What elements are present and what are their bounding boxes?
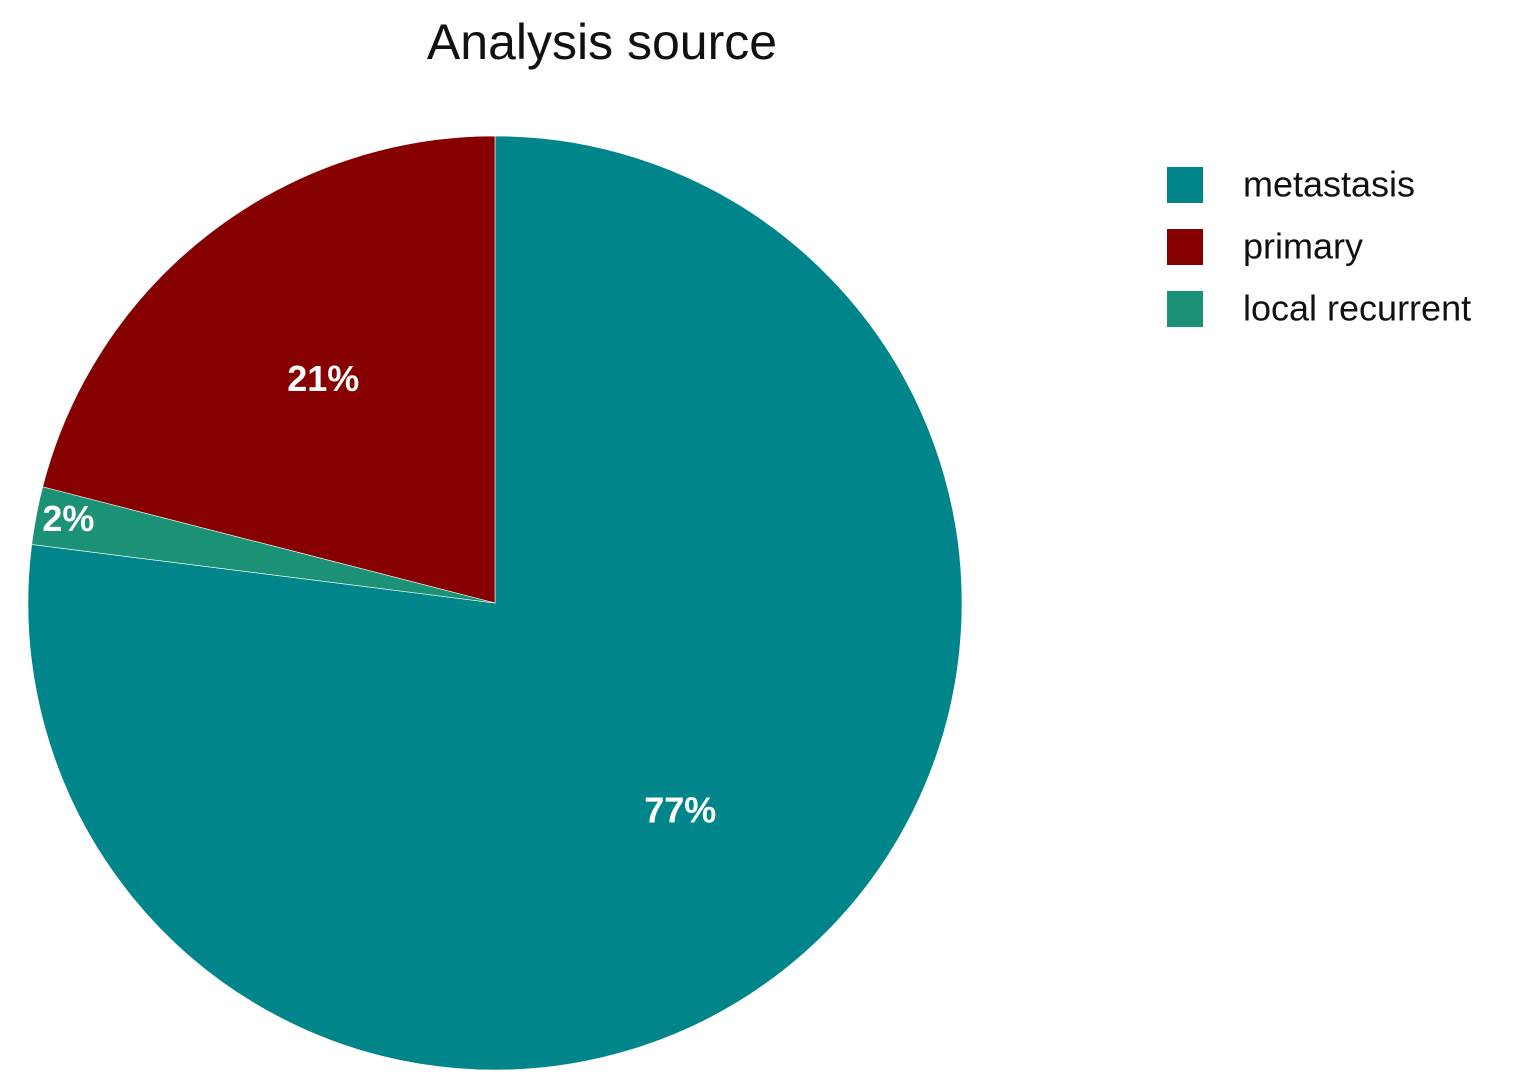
data-label: 2% bbox=[42, 498, 94, 539]
legend-label: primary bbox=[1243, 226, 1363, 267]
data-label: 21% bbox=[287, 358, 359, 399]
legend-label: metastasis bbox=[1243, 164, 1415, 205]
pie-slice bbox=[31, 486, 496, 604]
legend-swatch bbox=[1167, 167, 1203, 203]
data-label: 77% bbox=[644, 790, 716, 831]
legend-swatch bbox=[1167, 229, 1203, 265]
legend-label: local recurrent bbox=[1243, 288, 1471, 329]
chart-title: Analysis source bbox=[427, 14, 777, 70]
legend-swatch bbox=[1167, 291, 1203, 327]
pie-slice bbox=[42, 135, 496, 604]
